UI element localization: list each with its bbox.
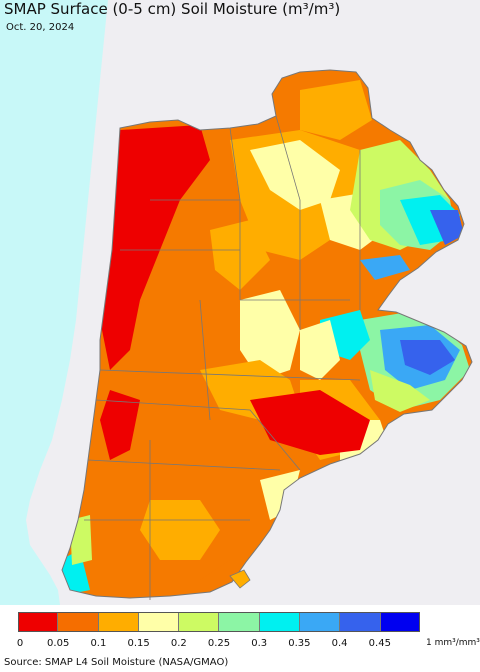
map-title: SMAP Surface (0-5 cm) Soil Moisture (m³/… [4, 0, 341, 18]
legend-tick-label: 0.45 [368, 638, 391, 649]
legend-swatch [18, 612, 59, 632]
legend-swatch [219, 612, 260, 632]
legend-tick-label: 0.1 [90, 638, 107, 649]
legend-swatch [259, 612, 301, 632]
source-credit: Source: SMAP L4 Soil Moisture (NASA/GMAO… [4, 657, 229, 668]
province-borders [84, 115, 361, 600]
legend-swatch [58, 612, 99, 632]
legend-tick-label: 0 [16, 638, 24, 649]
legend-units: 1 mm³/mm³ [426, 638, 480, 648]
legend-swatch [138, 612, 180, 632]
legend-tick-label: 0.15 [127, 638, 150, 649]
legend-swatch [179, 612, 220, 632]
legend-tick-label: 0.25 [207, 638, 231, 649]
moisture-field [62, 70, 472, 598]
soil-moisture-map [0, 0, 480, 605]
map-date: Oct. 20, 2024 [6, 22, 75, 33]
legend-swatch [300, 612, 341, 632]
legend-tick-label: 0.2 [170, 638, 187, 649]
island-shape [229, 569, 251, 589]
legend-swatch [98, 612, 139, 632]
legend-swatch [380, 612, 420, 632]
legend-swatch [340, 612, 381, 632]
legend-tick-label: 0.3 [251, 638, 268, 649]
color-legend [18, 612, 420, 632]
legend-tick-label: 0.4 [331, 638, 348, 649]
legend-tick-label: 0.05 [47, 638, 70, 649]
legend-tick-label: 0.35 [288, 638, 311, 649]
